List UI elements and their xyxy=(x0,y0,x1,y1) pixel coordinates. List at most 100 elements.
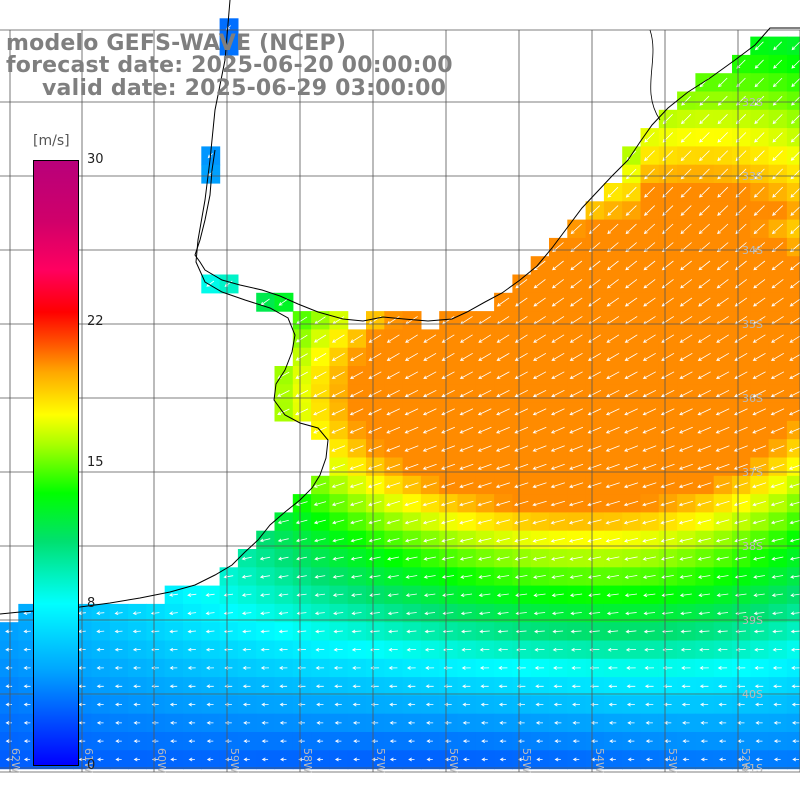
wind-arrow xyxy=(536,739,543,744)
coastline xyxy=(0,0,800,615)
wind-speed-cell xyxy=(786,128,800,147)
wind-arrow xyxy=(715,463,730,470)
wind-speed-cell xyxy=(384,384,404,404)
wind-speed-cell xyxy=(677,201,696,221)
wind-arrow xyxy=(277,556,289,561)
wind-speed-cell xyxy=(549,347,568,367)
latitude-label: 39S xyxy=(742,614,763,627)
wind-arrow xyxy=(697,389,711,398)
wind-arrow xyxy=(734,519,748,525)
wind-arrow xyxy=(771,556,784,561)
wind-arrow xyxy=(752,334,766,343)
wind-arrow xyxy=(169,684,178,689)
wind-speed-cell xyxy=(713,384,733,404)
wind-arrow xyxy=(481,757,488,762)
wind-speed-cell xyxy=(603,366,623,385)
wind-speed-cell xyxy=(567,329,587,349)
wind-speed-cell xyxy=(768,36,788,56)
wind-arrow xyxy=(496,352,510,361)
wind-arrow xyxy=(350,501,364,507)
wind-speed-cell xyxy=(292,384,312,404)
wind-arrow xyxy=(386,371,400,379)
wind-speed-cell xyxy=(677,146,696,166)
wind-arrow xyxy=(771,593,783,597)
wind-speed-cell xyxy=(640,146,660,166)
wind-arrow xyxy=(679,593,692,598)
wind-arrow xyxy=(533,593,546,598)
wind-arrow xyxy=(496,426,510,434)
colorbar-tick-label: 0 xyxy=(87,758,96,773)
wind-arrow xyxy=(771,334,784,343)
wind-arrow xyxy=(569,371,583,379)
wind-speed-cell xyxy=(732,146,751,166)
wind-speed-cell xyxy=(347,384,367,404)
wind-speed-cell xyxy=(713,91,733,111)
wind-arrow xyxy=(295,408,309,416)
wind-arrow xyxy=(404,389,419,398)
wind-arrow xyxy=(314,556,326,561)
wind-arrow xyxy=(5,702,12,707)
wind-arrow xyxy=(187,647,196,652)
wind-arrow xyxy=(408,757,415,762)
wind-arrow xyxy=(386,463,401,470)
wind-arrow xyxy=(243,757,250,762)
wind-arrow xyxy=(645,757,653,762)
wind-arrow xyxy=(422,408,437,416)
wind-arrow xyxy=(313,371,327,379)
wind-speed-cell xyxy=(402,329,422,349)
wind-arrow xyxy=(698,260,711,271)
wind-arrow xyxy=(716,611,729,616)
wind-arrow xyxy=(682,757,690,762)
wind-speed-cell xyxy=(292,347,312,367)
wind-arrow xyxy=(588,279,601,289)
wind-arrow xyxy=(753,168,765,180)
wind-arrow xyxy=(332,538,345,543)
wind-speed-cell xyxy=(786,164,800,184)
wind-arrow xyxy=(588,334,601,343)
wind-speed-cell xyxy=(768,183,788,202)
colorbar-tick-label: 8 xyxy=(87,596,96,612)
wind-speed-cell xyxy=(603,311,623,330)
wind-arrow xyxy=(459,500,474,507)
wind-arrow xyxy=(551,389,565,398)
wind-speed-cell xyxy=(439,329,459,349)
wind-arrow xyxy=(773,739,781,744)
wind-arrow xyxy=(571,684,581,689)
wind-arrow xyxy=(754,684,764,689)
wind-arrow xyxy=(533,611,546,616)
wind-speed-cell xyxy=(622,201,642,221)
wind-arrow xyxy=(334,684,343,689)
wind-arrow xyxy=(770,501,785,507)
wind-arrow xyxy=(478,611,491,616)
wind-arrow xyxy=(206,739,214,744)
wind-arrow xyxy=(551,408,565,416)
wind-speed-cell xyxy=(585,201,605,221)
wind-arrow xyxy=(459,445,474,452)
wind-arrow xyxy=(572,720,580,725)
wind-arrow xyxy=(514,389,528,398)
wind-speed-cell xyxy=(366,329,385,349)
wind-arrow xyxy=(700,720,708,725)
wind-arrow xyxy=(349,463,364,470)
wind-arrow xyxy=(114,611,123,616)
wind-arrow xyxy=(606,260,619,271)
wind-arrow xyxy=(569,445,584,452)
wind-arrow xyxy=(387,593,399,597)
wind-arrow xyxy=(441,463,456,470)
wind-arrow xyxy=(770,445,785,452)
wind-arrow xyxy=(169,702,177,707)
wind-speed-cell xyxy=(732,54,751,74)
wind-speed-cell xyxy=(695,292,715,312)
wind-speed-cell xyxy=(713,164,733,184)
wind-arrow xyxy=(462,684,471,689)
wind-speed-cell xyxy=(457,347,477,367)
wind-speed-cell xyxy=(786,402,800,422)
wind-arrow xyxy=(660,389,675,398)
wind-arrow xyxy=(791,41,800,51)
wind-arrow xyxy=(441,371,455,379)
wind-speed-cell xyxy=(530,292,550,312)
wind-arrow xyxy=(571,666,581,670)
wind-speed-cell xyxy=(567,256,587,276)
wind-arrow xyxy=(353,757,360,762)
wind-speed-cell xyxy=(457,329,477,349)
